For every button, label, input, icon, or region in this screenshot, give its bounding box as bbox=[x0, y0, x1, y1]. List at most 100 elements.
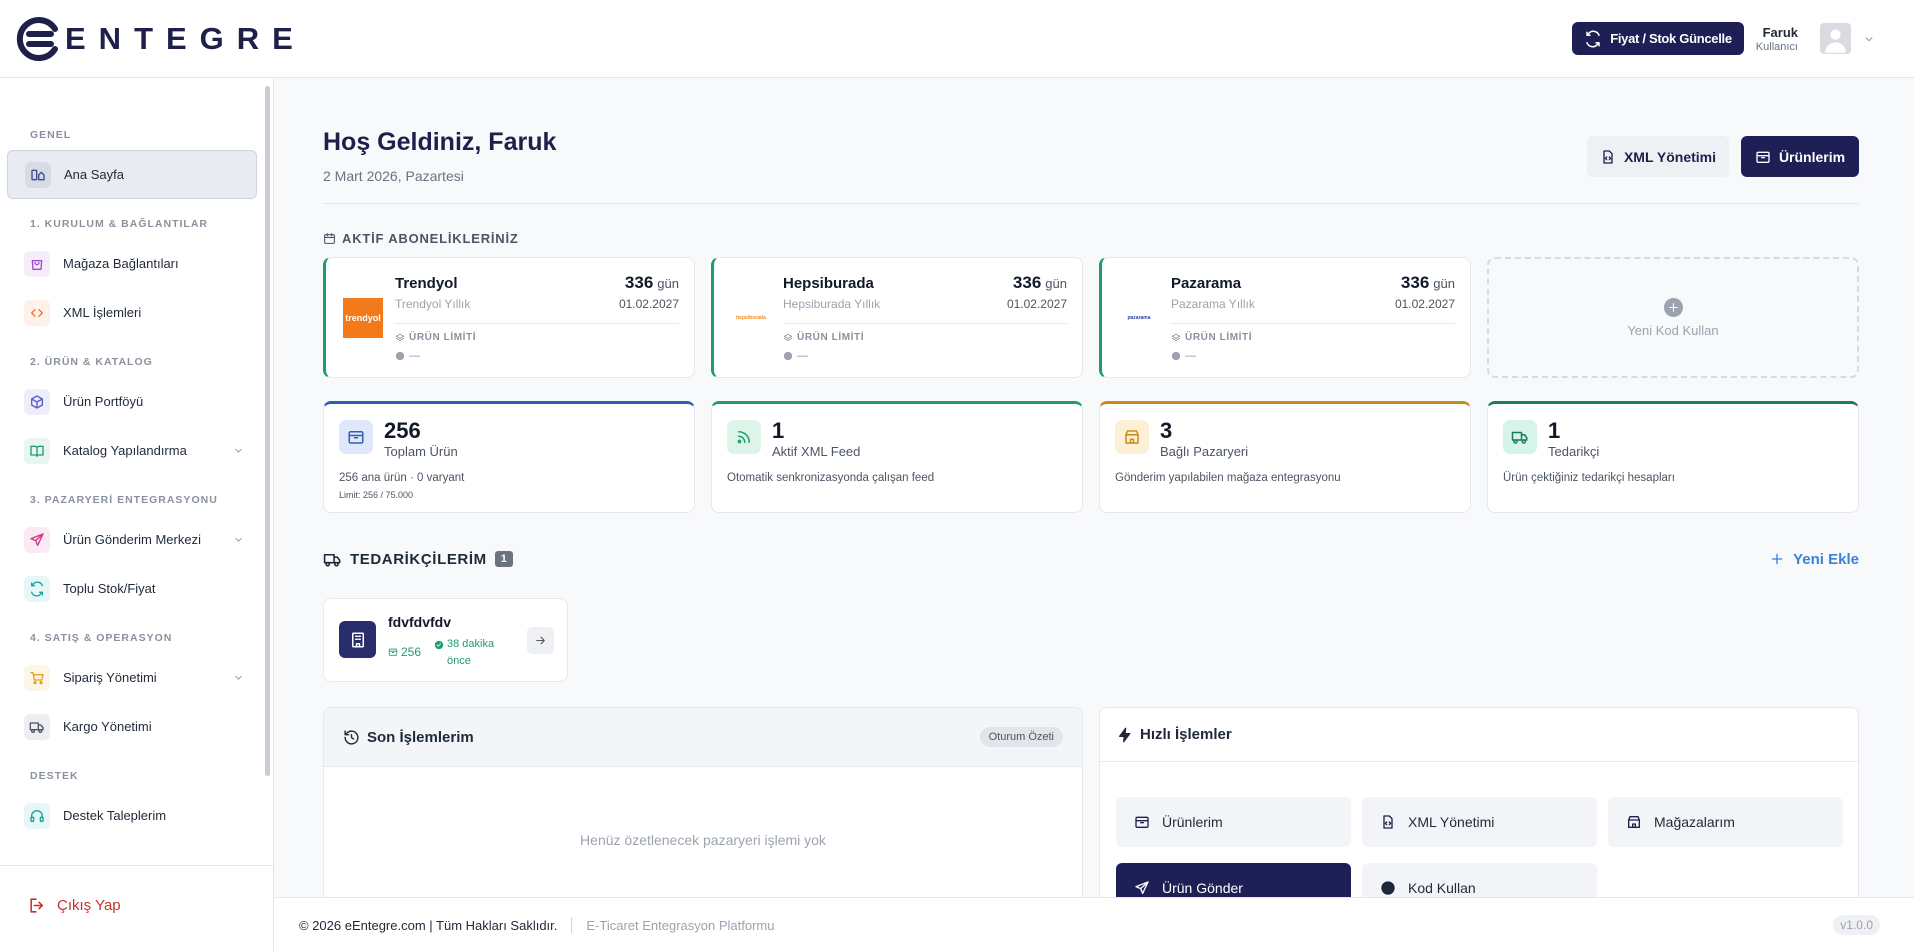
stat-value: 256 bbox=[384, 418, 421, 443]
icon-shape bbox=[1135, 820, 1149, 824]
icon-shape bbox=[1135, 816, 1149, 828]
avatar[interactable] bbox=[1820, 23, 1851, 54]
nav-icon-box bbox=[24, 664, 50, 691]
icon-shape bbox=[1771, 553, 1783, 565]
nav-section-title: 2. ÜRÜN & KATALOG bbox=[30, 356, 153, 368]
icon-shape bbox=[35, 532, 44, 541]
icon bbox=[30, 671, 44, 684]
add-code-card[interactable]: Yeni Kod Kullan bbox=[1487, 257, 1859, 378]
icon bbox=[536, 636, 545, 645]
icon bbox=[1171, 351, 1181, 361]
nav-label: Ürün Gönderim Merkezi bbox=[63, 532, 201, 547]
subscription-card: trendyol Trendyol Trendyol Yıllık 336 gün 01.… bbox=[323, 257, 695, 378]
icon-shape bbox=[1865, 37, 1873, 42]
card-divider bbox=[395, 323, 679, 324]
logout[interactable]: Çıkış Yap bbox=[0, 865, 273, 951]
icon-shape bbox=[324, 233, 335, 244]
nav-item[interactable]: XML İşlemleri bbox=[7, 288, 257, 337]
icon-shape bbox=[325, 561, 331, 567]
icon bbox=[1603, 149, 1613, 164]
icon-shape bbox=[333, 555, 341, 563]
suppliers-heading: TEDARİKÇİLERİM 1 bbox=[323, 549, 513, 569]
icon bbox=[348, 431, 364, 444]
copyright: © 2026 eEntegre.com | Tüm Hakları Saklıd… bbox=[299, 917, 558, 933]
stat-desc: 256 ana ürün · 0 varyant bbox=[339, 472, 465, 484]
supplier-updated-text: 38 dakika önce bbox=[447, 638, 495, 667]
quick-action[interactable]: Mağazalarım bbox=[1608, 797, 1843, 847]
icon-shape bbox=[29, 721, 39, 730]
nav-item[interactable]: Mağaza Bağlantıları bbox=[7, 239, 257, 288]
subscription-end-date: 01.02.2027 bbox=[1394, 297, 1455, 311]
icon-shape bbox=[30, 445, 44, 457]
supplier-card[interactable]: fdvfdvfdv 256 38 dakika önce bbox=[323, 598, 568, 682]
icon-shape bbox=[1603, 149, 1613, 164]
brand-name: ENTEGRE bbox=[65, 21, 306, 56]
icon bbox=[1125, 430, 1139, 444]
icon bbox=[1135, 816, 1149, 828]
icon-shape bbox=[235, 537, 242, 542]
stat-label: Bağlı Pazaryeri bbox=[1160, 444, 1249, 459]
quick-action-label: XML Yönetimi bbox=[1408, 814, 1495, 830]
subscription-card: hepsiburada Hepsiburada Hepsiburada Yıllık… bbox=[711, 257, 1083, 378]
icon-shape bbox=[388, 650, 398, 653]
sync-button-label: Fiyat / Stok Güncelle bbox=[1610, 31, 1732, 46]
icon-shape bbox=[334, 561, 339, 567]
stat-icon bbox=[1503, 420, 1537, 454]
icon bbox=[30, 532, 44, 546]
limit-label-text: ÜRÜN LİMİTİ bbox=[797, 332, 865, 343]
days-number: 336 bbox=[624, 273, 654, 292]
icon bbox=[395, 333, 405, 341]
icon-shape bbox=[16, 17, 58, 61]
user-name: Faruk bbox=[1762, 25, 1798, 40]
subscription-end-date: 01.02.2027 bbox=[618, 297, 679, 311]
supplier-updated: 38 dakika önce bbox=[434, 636, 504, 670]
add-supplier[interactable]: Yeni Ekle bbox=[1748, 549, 1859, 569]
days-unit: gün bbox=[1433, 276, 1455, 291]
nav-item[interactable]: Ürün Portföyü bbox=[7, 377, 257, 426]
supplier-products: 256 bbox=[388, 645, 421, 659]
footer-separator bbox=[571, 917, 573, 933]
nav-item[interactable]: Toplu Stok/Fiyat bbox=[7, 564, 257, 613]
icon bbox=[30, 898, 44, 913]
section-heading: AKTİF ABONELİKLERİNİZ bbox=[323, 230, 519, 246]
marketplace-logo: hepsiburada bbox=[731, 298, 771, 338]
icon bbox=[1383, 815, 1393, 829]
nav-item[interactable]: Kargo Yönetimi bbox=[7, 702, 257, 751]
icon-shape bbox=[354, 635, 361, 647]
icon bbox=[31, 308, 43, 317]
supplier-open[interactable] bbox=[527, 627, 554, 654]
nav-item[interactable]: Ana Sayfa bbox=[7, 150, 257, 199]
icon bbox=[30, 809, 44, 822]
icon-shape bbox=[235, 675, 242, 680]
header: ENTEGRE Fiyat / Stok Güncelle Faruk Kullanı… bbox=[0, 0, 1914, 78]
subscription-days: 336 gün bbox=[1013, 273, 1067, 293]
header-action-button[interactable]: XML Yönetimi bbox=[1587, 136, 1729, 177]
header-action-button[interactable]: Ürünlerim bbox=[1741, 136, 1859, 177]
marketplace-logo: pazarama bbox=[1119, 298, 1159, 338]
quick-action[interactable]: XML Yönetimi bbox=[1362, 797, 1597, 847]
nav-item[interactable]: Sipariş Yönetimi bbox=[7, 653, 257, 702]
recent-badge: Oturum Özeti bbox=[979, 727, 1063, 747]
nav-item[interactable]: Katalog Yapılandırma bbox=[7, 426, 257, 475]
icon-shape bbox=[1140, 881, 1149, 890]
card-divider bbox=[1171, 323, 1455, 324]
icon-shape bbox=[26, 31, 54, 47]
stat-card: 1 Aktif XML Feed Otomatik senkronizasyonda… bbox=[711, 401, 1083, 513]
icon-shape bbox=[395, 333, 405, 341]
quick-action[interactable]: Ürünlerim bbox=[1116, 797, 1351, 847]
icon-shape bbox=[1668, 302, 1678, 312]
icon bbox=[235, 675, 242, 680]
recent-title: Son İşlemlerim bbox=[367, 728, 474, 746]
sync-button[interactable]: Fiyat / Stok Güncelle bbox=[1572, 22, 1744, 55]
subscription-end-date: 01.02.2027 bbox=[1006, 297, 1067, 311]
limit-label-text: ÜRÜN LİMİTİ bbox=[1185, 332, 1253, 343]
nav-icon-box bbox=[24, 388, 50, 415]
nav-item[interactable]: Ürün Gönderim Merkezi bbox=[7, 515, 257, 564]
icon bbox=[1771, 553, 1783, 565]
limit-label: ÜRÜN LİMİTİ bbox=[395, 332, 476, 343]
nav-item[interactable]: Destek Taleplerim bbox=[7, 791, 257, 840]
icon-shape bbox=[38, 171, 45, 180]
icon-shape bbox=[1125, 430, 1139, 444]
days-number: 336 bbox=[1012, 273, 1042, 292]
icon-shape bbox=[395, 351, 405, 361]
